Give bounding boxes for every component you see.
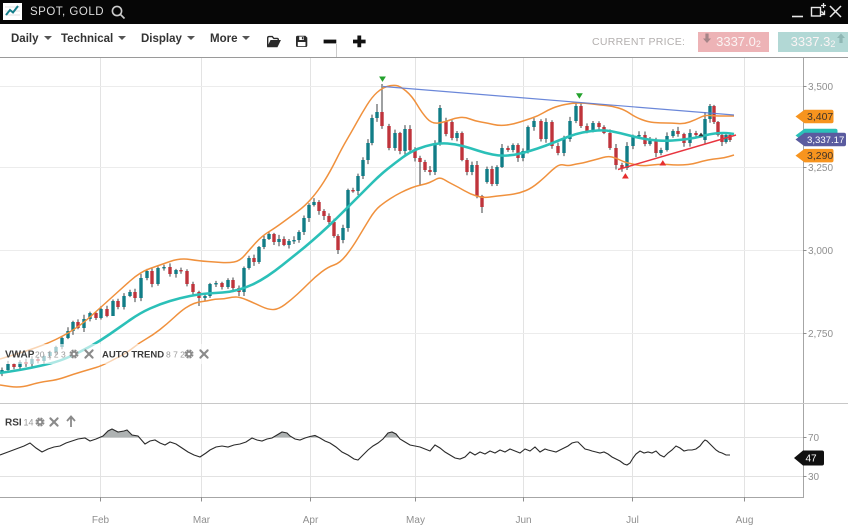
svg-text:3,290: 3,290 — [807, 150, 833, 162]
svg-text:Aug: Aug — [736, 515, 754, 526]
svg-text:14: 14 — [24, 418, 34, 428]
svg-text:8 7 2: 8 7 2 — [166, 350, 185, 360]
svg-text:47: 47 — [806, 454, 818, 465]
svg-text:3,337.17: 3,337.17 — [807, 135, 844, 146]
svg-text:Feb: Feb — [92, 515, 110, 526]
svg-text:3,250: 3,250 — [808, 163, 833, 174]
svg-text:3,500: 3,500 — [808, 82, 833, 93]
svg-text:Jun: Jun — [515, 515, 531, 526]
svg-text:2,750: 2,750 — [808, 329, 833, 340]
svg-text:70: 70 — [808, 433, 820, 444]
svg-text:Mar: Mar — [193, 515, 211, 526]
svg-text:May: May — [406, 515, 425, 526]
svg-text:30: 30 — [808, 472, 820, 483]
svg-text:VWAP: VWAP — [5, 350, 35, 361]
svg-text:AUTO TREND: AUTO TREND — [102, 350, 164, 361]
svg-text:Apr: Apr — [303, 515, 319, 526]
svg-text:3,407: 3,407 — [807, 111, 833, 123]
svg-text:RSI: RSI — [5, 418, 22, 429]
svg-text:3,000: 3,000 — [808, 246, 833, 257]
svg-text:20 1 2 3: 20 1 2 3 — [35, 350, 66, 360]
svg-text:Jul: Jul — [626, 515, 639, 526]
